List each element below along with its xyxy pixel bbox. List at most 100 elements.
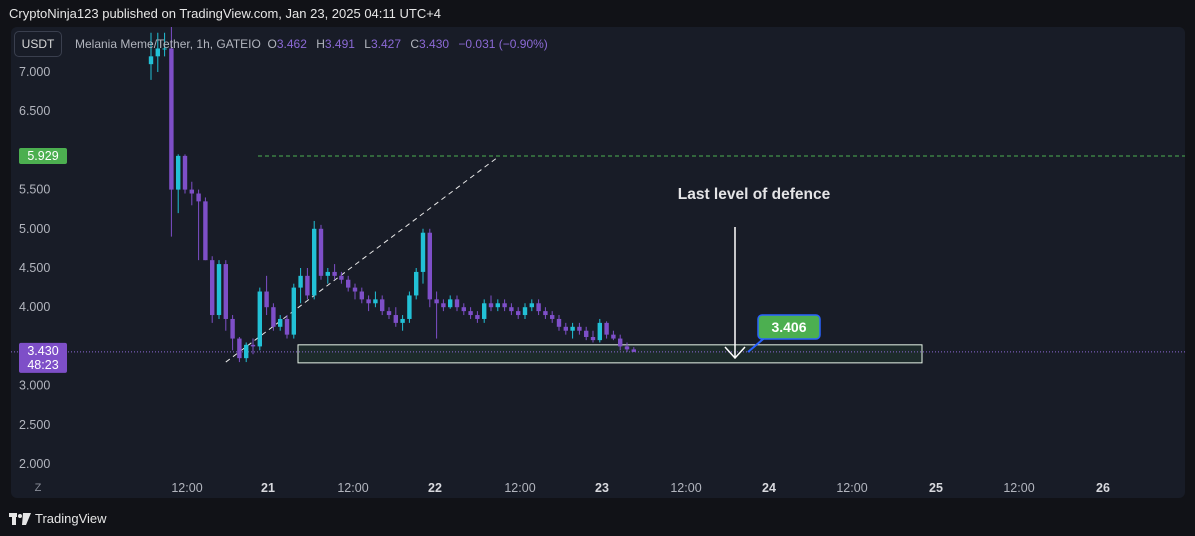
candle-body [584,330,589,337]
candle[interactable] [454,295,460,312]
price-callout[interactable]: 3.406 [747,314,821,353]
trend-line[interactable] [225,157,497,363]
candle[interactable] [223,260,228,331]
candle[interactable] [257,287,262,351]
candle[interactable] [536,299,541,316]
candle[interactable] [339,271,344,284]
candle[interactable] [210,256,215,323]
candle[interactable] [407,291,412,323]
candle-body [189,189,194,194]
high-value: 3.491 [324,37,355,51]
candle[interactable] [509,303,514,316]
candle[interactable] [543,307,548,319]
candle[interactable] [590,330,596,343]
y-tick-label: 5.000 [19,222,50,236]
candle[interactable] [556,315,562,331]
candle[interactable] [400,315,405,331]
candle[interactable] [271,303,276,331]
candle[interactable] [577,322,582,335]
candle[interactable] [182,154,188,194]
candle[interactable] [604,321,609,339]
candle[interactable] [618,334,623,351]
candle[interactable] [631,347,636,353]
x-tick-label: 23 [595,481,609,495]
candle[interactable] [318,224,324,280]
x-tick-label: 12:00 [171,481,202,495]
candle[interactable] [346,275,351,292]
candle[interactable] [380,295,385,316]
candle-body [522,307,528,316]
symbol-name[interactable]: Melania Meme/Tether, 1h, GATEIO [75,37,261,51]
candle[interactable] [516,307,521,319]
candle[interactable] [550,311,555,323]
candle[interactable] [597,318,602,343]
candle[interactable] [196,189,201,261]
price-badge-value: 3.430 [27,344,58,358]
support-zone[interactable] [297,344,923,364]
candle[interactable] [366,295,371,312]
candle[interactable] [393,307,398,327]
candle[interactable] [502,299,507,312]
candle[interactable] [386,307,392,319]
candle[interactable] [298,268,303,304]
candle[interactable] [495,299,500,312]
candle[interactable] [563,322,568,335]
candle[interactable] [420,228,426,284]
zoom-reset-button[interactable]: Z [34,482,42,494]
candle[interactable] [482,299,487,323]
candle[interactable] [291,283,296,339]
candle[interactable] [312,220,317,300]
candle-body [611,334,616,339]
candle[interactable] [448,295,453,309]
candle-body [305,275,310,296]
candle[interactable] [244,342,249,363]
candle[interactable] [434,291,439,339]
candle[interactable] [189,181,194,206]
candle[interactable] [414,268,419,300]
candle[interactable] [169,27,174,237]
candle-body [590,336,596,341]
candle[interactable] [162,32,167,57]
candle[interactable] [359,287,364,304]
tradingview-logo[interactable]: TradingView [9,511,107,526]
chart-panel[interactable]: 7.000 6.500 5.500 5.000 4.500 4.000 3.000 2.500… [11,27,1185,498]
price-chart[interactable]: 7.000 6.500 5.500 5.000 4.500 4.000 3.000 2.500… [11,27,1185,498]
candle[interactable] [475,311,480,323]
candle[interactable] [264,275,269,316]
candle[interactable] [611,330,616,341]
candle[interactable] [570,322,575,339]
candle[interactable] [461,303,466,316]
candle[interactable] [488,295,494,312]
candle[interactable] [216,260,222,319]
candle[interactable] [522,303,528,319]
candle[interactable] [284,315,290,339]
candle[interactable] [352,283,358,300]
annotation-text[interactable]: Last level of defence [678,186,831,203]
candle[interactable] [468,307,473,319]
candle[interactable] [148,32,154,80]
candle-body [577,326,582,331]
candle[interactable] [230,315,235,351]
candle[interactable] [176,154,181,214]
candle[interactable] [237,336,242,363]
candle[interactable] [584,326,589,341]
candle[interactable] [624,342,630,352]
candle-body [339,275,344,280]
candle[interactable] [373,291,378,308]
candle[interactable] [529,299,534,312]
candle[interactable] [441,299,446,312]
candle[interactable] [305,268,310,300]
candle[interactable] [427,228,432,308]
currency-button[interactable]: USDT [14,31,62,57]
level-badge[interactable]: 5.929 [19,147,67,164]
candle[interactable] [278,315,283,331]
tradingview-logo-icon [9,512,31,525]
candle[interactable] [203,197,208,261]
candle[interactable] [250,338,256,355]
candle[interactable] [325,268,330,284]
candle-body [298,275,303,288]
candle[interactable] [155,32,160,72]
candle-body [624,346,630,350]
candle[interactable] [332,264,337,280]
